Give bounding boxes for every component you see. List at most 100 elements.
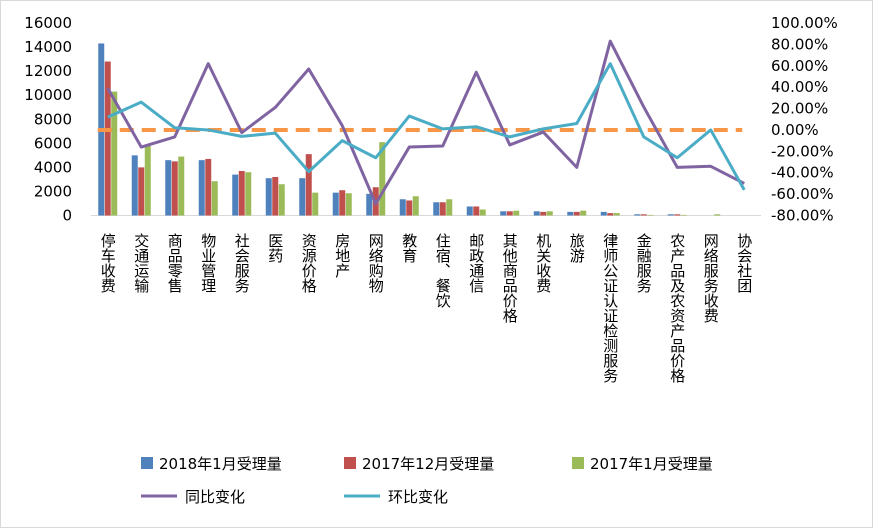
bar [640,214,647,216]
category-label: 律师公证认证检测服务 [601,233,619,384]
category-label: 其他商品价格 [501,233,519,323]
bar [513,210,520,216]
left-tick-label: 4000 [34,158,72,176]
bar [439,202,446,216]
bar [232,174,239,216]
bar [573,211,580,216]
bar [533,211,540,216]
category-label: 金融服务 [635,233,653,294]
left-axis: 0 2000 4000 6000 8000 10000 12000 14000 16000 [24,14,72,225]
category-labels: 停车收费 交通运输 商品零售 物业管理 社会服务 医药 资源价格 房地产 网络购物 教育 住宿、餐饮… [99,232,754,384]
category-label: 协会社团 [735,233,753,293]
legend-swatch-2017-dec [344,457,356,469]
category-label: 停车收费 [99,233,117,293]
left-tick-label: 6000 [34,134,72,152]
category-label: 邮政通信 [467,233,485,293]
category-label: 医药 [266,233,284,264]
bar [366,193,373,216]
bar [546,211,553,216]
bar [674,214,681,216]
left-tick-label: 14000 [24,38,72,56]
category-label: 房地产 [333,233,351,278]
bar [332,192,339,216]
bar [312,192,319,216]
bar [144,145,151,216]
bar [680,214,687,216]
bar [714,214,721,216]
category-label: 网络购物 [367,233,385,294]
left-tick-label: 16000 [24,14,72,32]
bar [165,160,172,216]
category-label: 社会服务 [233,233,251,294]
bar [278,184,285,216]
left-tick-label: 2000 [34,182,72,200]
legend-label-mom: 环比变化 [388,488,448,506]
right-axis: -80.00% -60.00% -40.00% -20.00% 0.00% 20.00% 4… [771,14,838,225]
bar [238,170,245,216]
bar [272,177,279,216]
category-label: 教育 [400,233,418,263]
bar [171,161,178,216]
right-tick-label: 20.00% [771,100,828,118]
left-tick-label: 12000 [24,62,72,80]
right-tick-label: -80.00% [771,207,834,225]
bar [211,181,218,216]
bar [131,155,138,216]
legend-label-2018-jan: 2018年1月受理量 [159,455,282,473]
bar [580,210,587,216]
bar [379,142,386,216]
category-label: 物业管理 [199,233,217,293]
bar [198,160,205,216]
left-tick-label: 0 [62,207,72,225]
right-tick-label: 100.00% [771,14,838,32]
lines [106,39,746,206]
bar [205,158,212,216]
category-label: 商品零售 [166,233,184,293]
right-tick-label: 60.00% [771,57,828,75]
legend-label-2017-dec: 2017年12月受理量 [362,455,494,473]
bar [245,172,252,216]
bar [634,214,641,216]
right-tick-label: -60.00% [771,185,834,203]
bar [540,211,547,216]
category-label: 交通运输 [132,232,150,293]
category-label: 网络服务收费 [702,233,720,323]
bar [667,214,674,216]
bar [479,209,486,216]
bar [567,211,574,216]
bar [111,91,118,216]
category-label: 资源价格 [300,233,318,293]
bar [345,193,352,216]
bar [647,214,654,216]
bar [265,178,272,216]
bar [299,178,306,216]
right-tick-label: 40.00% [771,78,828,96]
right-tick-label: -20.00% [771,142,834,160]
bar [104,61,111,216]
bar [607,213,614,216]
right-tick-label: 0.00% [771,121,819,139]
bar [473,206,480,216]
bar [406,200,413,216]
bar [466,206,473,216]
legend-label-yoy: 同比变化 [185,488,245,506]
bar [600,211,607,216]
legend-swatch-2018-jan [141,457,153,469]
bar [446,199,453,216]
bar [339,190,346,216]
category-label: 旅游 [568,233,586,264]
bar [138,167,145,216]
bar [399,199,406,216]
left-tick-label: 10000 [24,86,72,104]
category-label: 农产品及农资产品价格 [668,233,686,383]
left-tick-label: 8000 [34,110,72,128]
legend: 2018年1月受理量 2017年12月受理量 2017年1月受理量 同比变化 环… [141,455,713,506]
bar [305,154,312,216]
category-label: 住宿、餐饮 [434,233,452,308]
bar [500,211,507,216]
bar [433,202,440,216]
right-tick-label: 80.00% [771,35,828,53]
series-line [106,39,745,206]
right-tick-label: -40.00% [771,164,834,182]
